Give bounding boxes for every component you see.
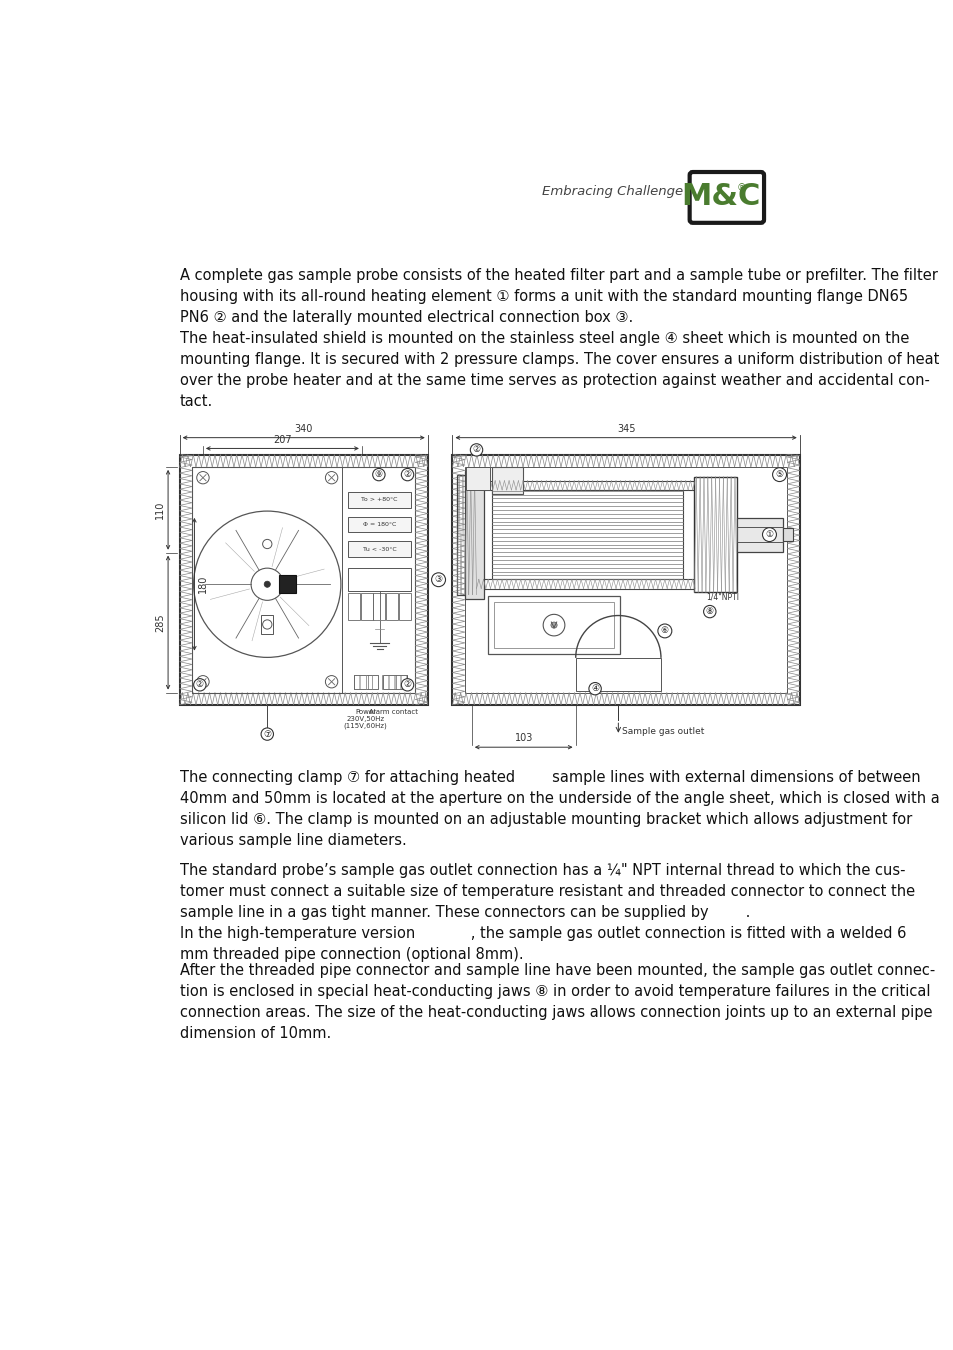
Text: The connecting clamp ⑦ for attaching heated        sample lines with external di: The connecting clamp ⑦ for attaching hea…	[179, 771, 939, 848]
Bar	[386, 593, 397, 621]
Bar	[354, 675, 378, 688]
Circle shape	[401, 468, 414, 481]
Circle shape	[658, 624, 671, 637]
Text: 340: 340	[294, 424, 313, 433]
Circle shape	[470, 444, 482, 456]
FancyBboxPatch shape	[689, 171, 763, 223]
Bar	[348, 517, 411, 532]
Text: ④: ④	[591, 684, 598, 693]
Bar	[348, 593, 359, 621]
Text: ③: ③	[434, 575, 442, 585]
Circle shape	[761, 528, 776, 541]
Circle shape	[262, 620, 272, 629]
Bar	[192, 467, 342, 693]
Text: Embracing Challenge: Embracing Challenge	[541, 185, 682, 197]
Circle shape	[264, 580, 270, 587]
Circle shape	[196, 471, 209, 483]
Circle shape	[262, 540, 272, 548]
Text: 180: 180	[197, 575, 208, 594]
Text: Tu < -30°C: Tu < -30°C	[362, 547, 396, 552]
Bar	[452, 455, 799, 705]
Bar	[278, 575, 295, 594]
Bar	[348, 541, 411, 558]
Bar	[261, 616, 274, 633]
Bar	[360, 675, 365, 688]
Text: ②: ②	[403, 470, 411, 479]
Text: The standard probe’s sample gas outlet connection has a ¼" NPT internal thread t: The standard probe’s sample gas outlet c…	[179, 863, 914, 961]
Text: ②: ②	[472, 446, 480, 455]
Circle shape	[588, 683, 600, 695]
Circle shape	[193, 679, 206, 691]
Text: ⑥: ⑥	[660, 626, 668, 636]
Text: ⑨: ⑨	[375, 470, 382, 479]
Text: ⑤: ⑤	[775, 470, 782, 479]
Text: After the threaded pipe connector and sample line have been mounted, the sample : After the threaded pipe connector and sa…	[179, 963, 934, 1041]
Bar	[456, 475, 476, 594]
Bar	[400, 675, 406, 688]
Text: To > +80°C: To > +80°C	[361, 497, 397, 502]
Text: ⑧: ⑧	[705, 608, 713, 616]
Bar	[398, 593, 410, 621]
Text: 110: 110	[154, 501, 165, 518]
Bar	[179, 455, 427, 705]
Text: Sample gas outlet: Sample gas outlet	[621, 728, 704, 736]
Text: ®: ®	[736, 182, 745, 193]
Bar	[492, 467, 522, 494]
Text: M&C: M&C	[681, 182, 760, 211]
Bar	[366, 675, 371, 688]
Bar	[348, 491, 411, 508]
Text: ⑦: ⑦	[263, 729, 271, 738]
Bar	[348, 568, 411, 591]
Bar	[476, 579, 694, 589]
Text: ②: ②	[403, 680, 411, 690]
Bar	[395, 675, 399, 688]
Bar	[373, 593, 385, 621]
Bar	[476, 481, 694, 490]
Text: Φ = 180°C: Φ = 180°C	[362, 522, 395, 526]
Bar	[694, 477, 736, 593]
Bar	[192, 467, 415, 693]
Bar	[360, 593, 372, 621]
Bar	[736, 526, 782, 543]
Circle shape	[261, 728, 274, 740]
Circle shape	[772, 467, 785, 482]
Circle shape	[325, 675, 337, 688]
Text: 103: 103	[514, 733, 533, 744]
Bar	[488, 597, 619, 653]
Bar	[575, 657, 660, 691]
Bar	[494, 602, 613, 648]
Circle shape	[373, 468, 385, 481]
Bar	[382, 675, 407, 688]
Circle shape	[196, 675, 209, 688]
Bar	[736, 517, 782, 552]
Text: ②: ②	[195, 680, 204, 690]
Bar	[466, 467, 489, 490]
Text: Power
230V,50Hz
(115V,60Hz): Power 230V,50Hz (115V,60Hz)	[343, 709, 387, 729]
Text: 1/4"NPTI: 1/4"NPTI	[705, 593, 739, 601]
Bar	[464, 471, 484, 598]
Text: A complete gas sample probe consists of the heated filter part and a sample tube: A complete gas sample probe consists of …	[179, 269, 938, 409]
Circle shape	[703, 605, 716, 618]
Bar	[389, 675, 394, 688]
Text: 207: 207	[273, 435, 292, 444]
Bar	[382, 675, 388, 688]
Bar	[782, 528, 792, 541]
Text: 345: 345	[617, 424, 635, 433]
Circle shape	[542, 614, 564, 636]
Circle shape	[431, 572, 445, 587]
Text: ①: ①	[764, 531, 773, 539]
Text: Alarm contact: Alarm contact	[369, 709, 417, 714]
Circle shape	[401, 679, 414, 691]
Bar	[354, 675, 359, 688]
Circle shape	[325, 471, 337, 483]
Bar	[464, 467, 786, 693]
Bar	[372, 675, 377, 688]
Bar	[492, 490, 682, 579]
Text: 285: 285	[154, 613, 165, 632]
Circle shape	[550, 622, 557, 628]
